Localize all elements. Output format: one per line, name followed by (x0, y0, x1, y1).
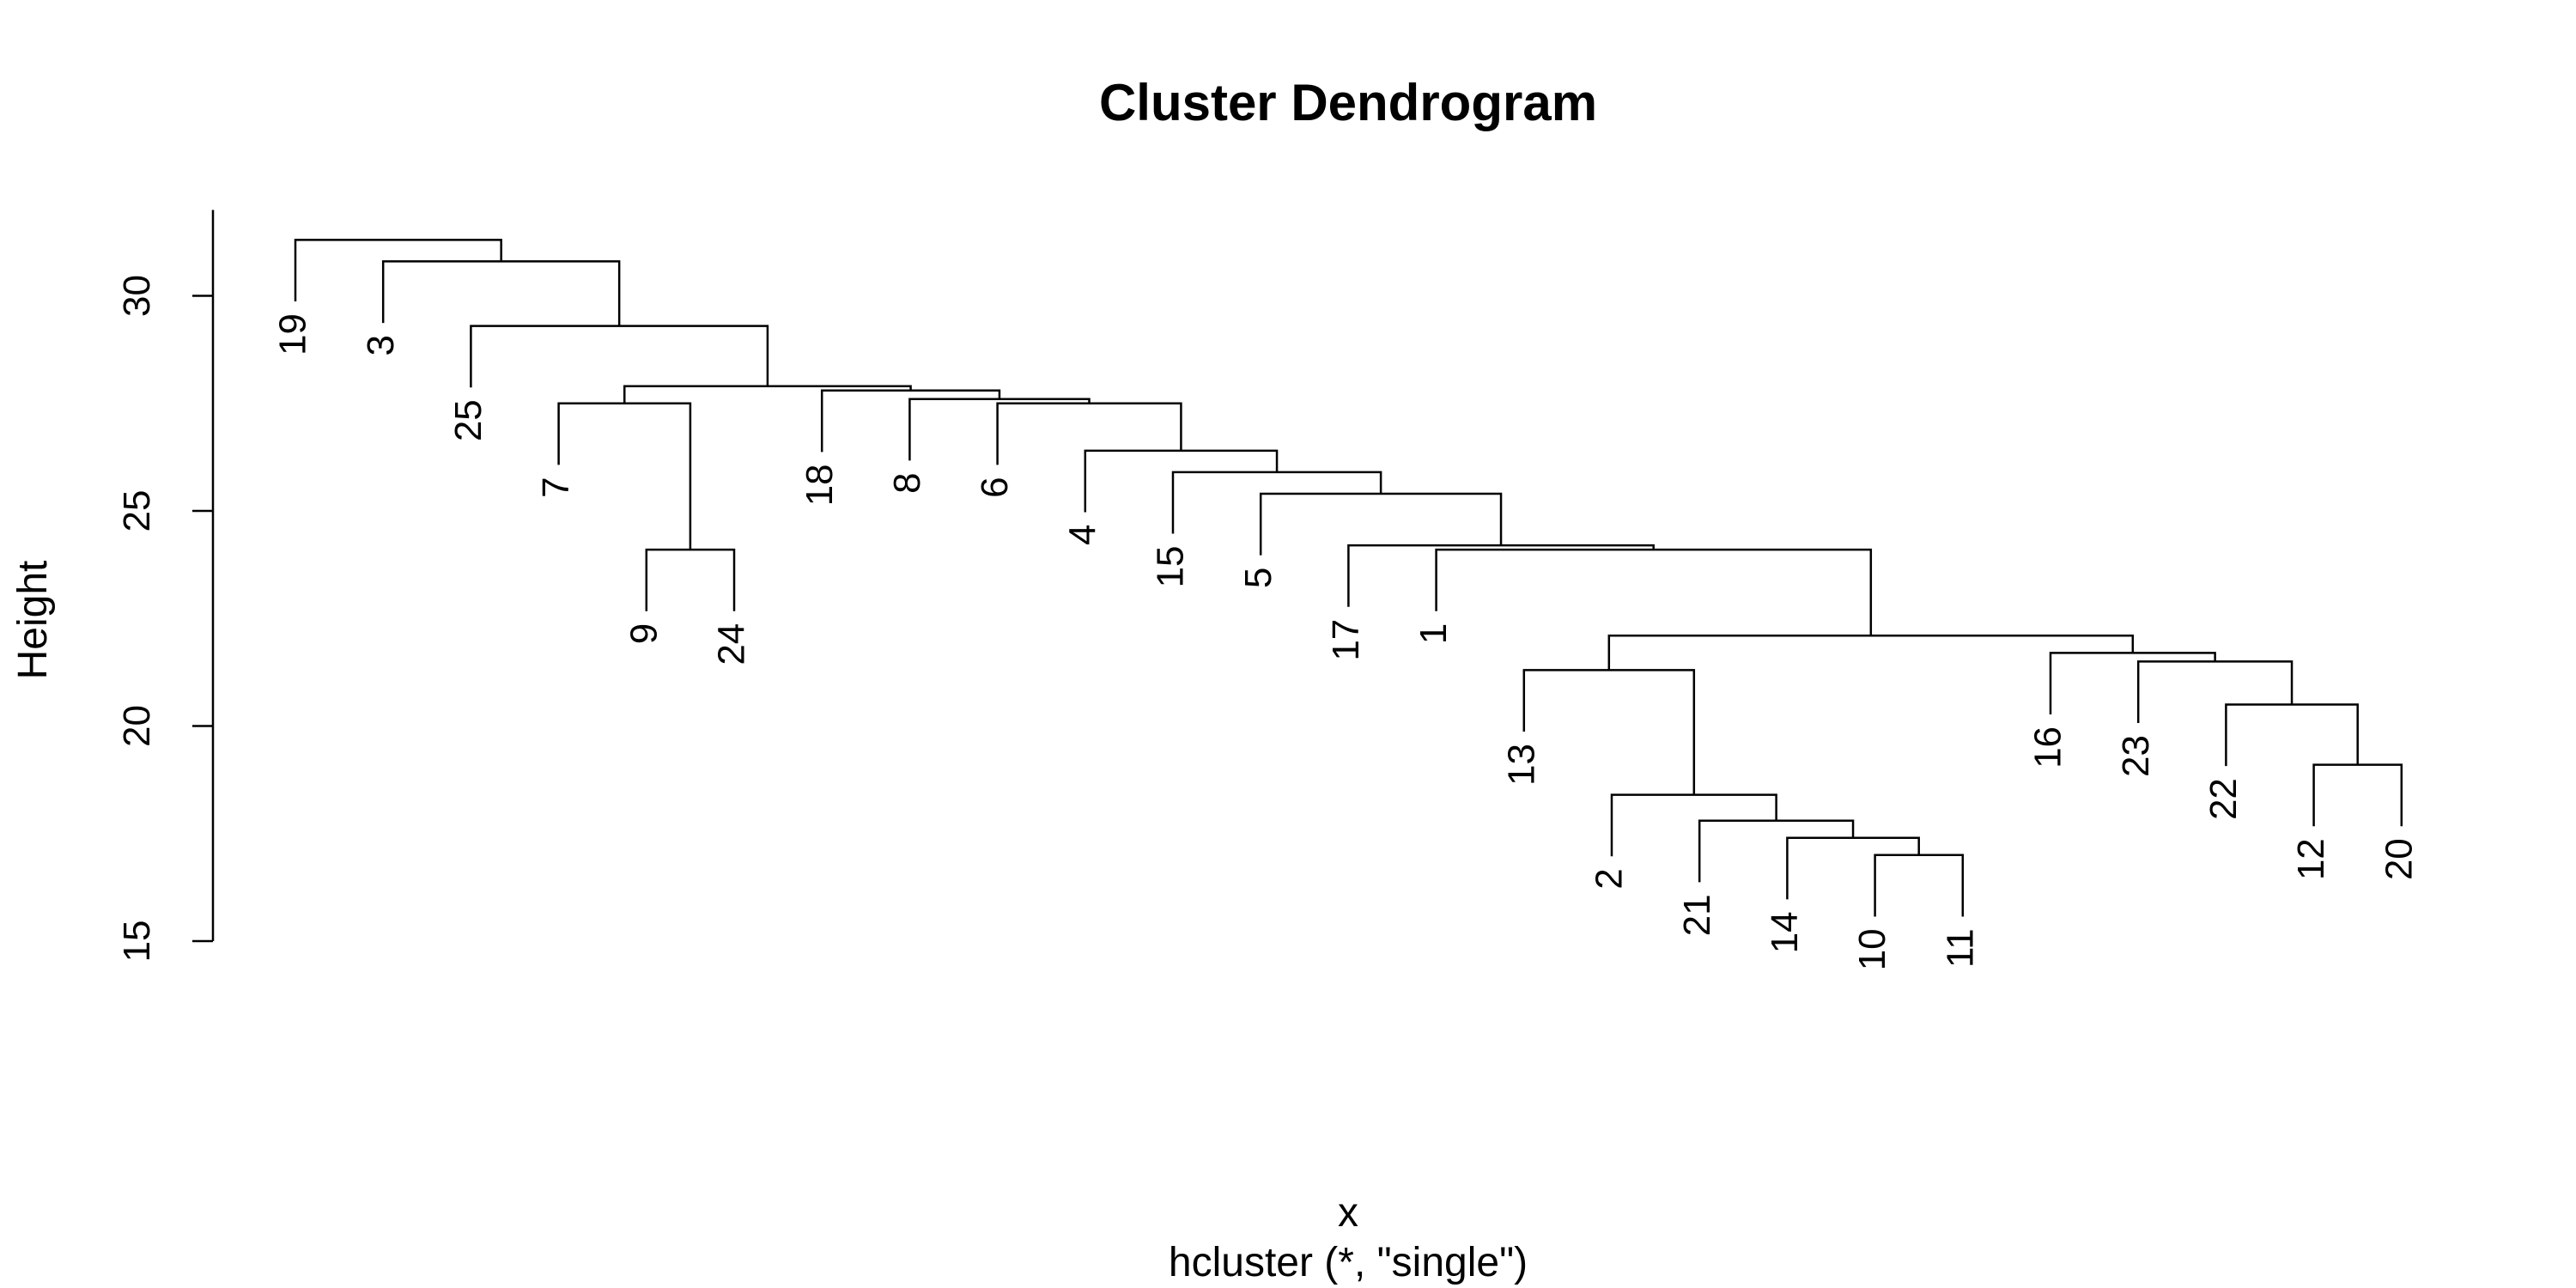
merge-link (1171, 471, 1382, 534)
method-sublabel: hcluster (*, "single") (1169, 1240, 1528, 1285)
merge-link (1610, 793, 1777, 857)
leaf-label: 5 (1237, 568, 1279, 588)
leaf-label: 19 (272, 313, 314, 355)
x-axis-label: x (1338, 1190, 1358, 1236)
leaf-label: 23 (2115, 735, 2157, 777)
leaf-label: 7 (535, 477, 577, 497)
y-tick-label: 15 (116, 920, 158, 963)
leaf-label: 16 (2027, 726, 2069, 769)
leaf-label: 3 (360, 335, 402, 355)
merge-link (1698, 819, 1855, 883)
y-tick-label: 30 (116, 275, 158, 317)
chart-title: Cluster Dendrogram (1099, 74, 1597, 131)
merge-link (645, 548, 736, 611)
leaf-label: 14 (1764, 911, 1806, 953)
leaf-label: 12 (2290, 838, 2332, 880)
merge-link (1084, 449, 1279, 513)
merge-link (2136, 660, 2293, 723)
leaf-label: 2 (1589, 868, 1631, 889)
merge-link (381, 260, 621, 326)
merge-link (996, 402, 1182, 465)
leaf-label: 1 (1413, 623, 1455, 644)
y-axis: 15 20 25 30 (116, 210, 215, 963)
merge-link (1874, 854, 1965, 917)
merge-link (1786, 836, 1920, 900)
merge-link (470, 325, 769, 388)
merge-link (623, 385, 912, 404)
leaf-label: 20 (2378, 838, 2420, 880)
leaf-labels: 19 3 25 7 9 24 18 8 6 4 15 5 17 1 13 2 21 14 10 11 16 23 22 12 2… (272, 313, 2421, 970)
leaf-label: 24 (711, 623, 753, 665)
y-axis-label: Height (10, 561, 56, 680)
merge-link (2225, 703, 2359, 767)
merge-link (2312, 763, 2403, 827)
leaf-label: 25 (447, 399, 489, 441)
merge-link (294, 239, 502, 302)
leaf-label: 17 (1325, 619, 1367, 661)
y-tick-label: 25 (116, 490, 158, 532)
dendrogram-links (294, 239, 2403, 917)
leaf-label: 13 (1500, 744, 1542, 786)
leaf-label: 6 (974, 477, 1016, 497)
leaf-label: 22 (2202, 778, 2245, 820)
merge-link (1522, 669, 1696, 795)
leaf-label: 9 (623, 623, 665, 644)
leaf-label: 11 (1939, 928, 1981, 968)
leaf-label: 18 (799, 464, 841, 506)
merge-link (1347, 544, 1655, 607)
leaf-label: 15 (1150, 546, 1192, 588)
merge-link (908, 398, 1091, 461)
leaf-label: 8 (886, 472, 928, 493)
merge-link (1435, 548, 1873, 636)
y-tick-label: 20 (116, 705, 158, 747)
leaf-label: 10 (1851, 928, 1893, 970)
leaf-label: 21 (1676, 894, 1718, 936)
leaf-label: 4 (1061, 525, 1103, 545)
merge-link (557, 402, 692, 550)
